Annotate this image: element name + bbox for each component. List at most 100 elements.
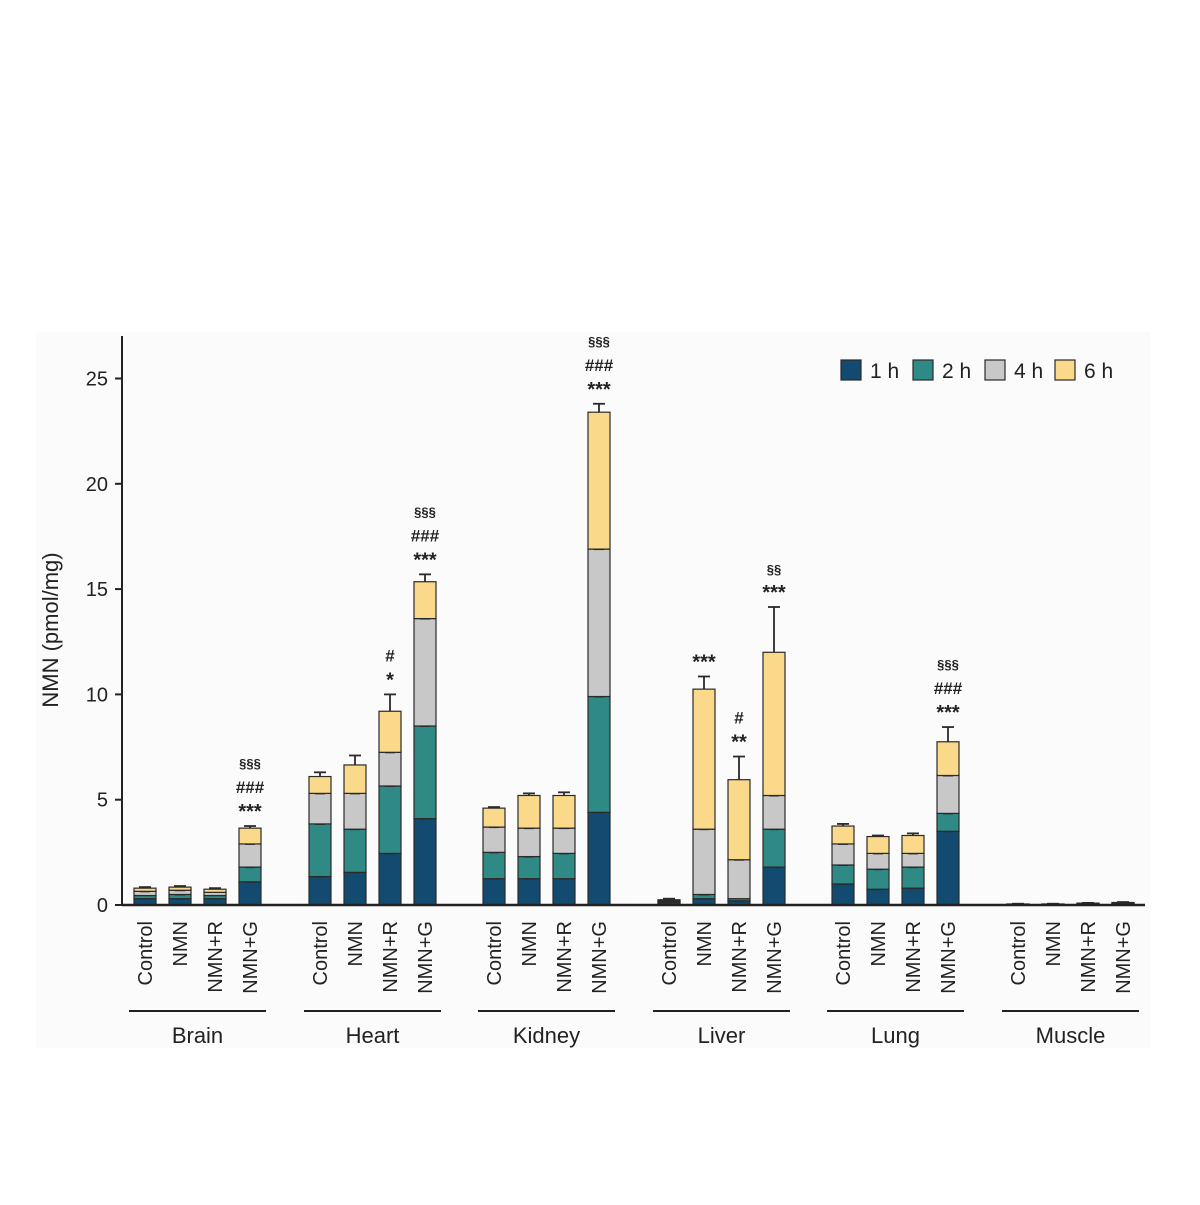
legend-swatch	[1054, 359, 1076, 381]
group-label: Brain	[172, 1023, 223, 1048]
bar-segment-4h	[587, 548, 611, 698]
bar-segment-6h	[517, 794, 541, 829]
legend-swatch	[912, 359, 934, 381]
bar-segment-6h	[762, 651, 786, 797]
bar-segment-4h	[343, 792, 367, 830]
x-tick-label: NMN+G	[938, 921, 960, 994]
x-tick-label: NMN+R	[554, 921, 576, 993]
bar-segment-6h	[936, 741, 960, 777]
x-tick-label: NMN	[519, 921, 541, 967]
x-tick-label: NMN+R	[729, 921, 751, 993]
bar-segment-6h	[866, 835, 890, 855]
bar-segment-6h	[343, 764, 367, 794]
bar-segment-1h	[552, 878, 576, 906]
bar-segment-1h	[482, 878, 506, 906]
bar-segment-4h	[238, 843, 262, 868]
bar-segment-1h	[762, 866, 786, 906]
bar-segment-2h	[901, 866, 925, 889]
significance-mark: ***	[692, 651, 716, 673]
group-label: Lung	[871, 1023, 920, 1048]
bar-segment-2h	[343, 828, 367, 873]
bar-segment-2h	[866, 868, 890, 890]
bar-segment-4h	[831, 843, 855, 866]
bar-segment-2h	[238, 866, 262, 883]
legend: 1 h 2 h 4 h 6 h	[840, 359, 1113, 383]
x-tick-label: Control	[484, 921, 506, 985]
bar-segment-4h	[692, 828, 716, 896]
bar-segment-2h	[413, 725, 437, 820]
bar-segment-6h	[692, 688, 716, 830]
x-tick-label: Control	[659, 921, 681, 985]
bar-segment-1h	[901, 887, 925, 906]
bar-segment-6h	[133, 887, 157, 892]
bar-segment-1h	[378, 852, 402, 906]
legend-label: 1 h	[870, 360, 899, 383]
y-tick-label: 5	[97, 790, 108, 812]
x-tick-label: NMN+R	[903, 921, 925, 993]
bar-segment-1h	[831, 883, 855, 906]
significance-mark: §§§	[937, 657, 959, 672]
x-tick-label: NMN+G	[415, 921, 437, 994]
x-tick-label: NMN+G	[764, 921, 786, 994]
bar-segment-6h	[168, 886, 192, 891]
significance-mark: ###	[585, 356, 614, 375]
y-axis: 0 5 10 15 20 25	[86, 336, 123, 917]
bar-segment-6h	[657, 899, 681, 902]
bar-segment-1h	[413, 818, 437, 906]
x-tick-label: NMN+R	[205, 921, 227, 993]
group-brain: §§§ ### ***	[133, 756, 265, 906]
bar-segment-6h	[901, 834, 925, 855]
significance-mark: ***	[762, 582, 786, 604]
group-liver: *** # ** §§ ***	[657, 562, 786, 906]
x-tick-label: Control	[310, 921, 332, 985]
bars-layer: §§§###***#*§§§###***§§§###******#**§§***…	[133, 334, 1135, 906]
bar-segment-4h	[762, 794, 786, 830]
significance-mark: ***	[413, 549, 437, 571]
significance-mark: #	[734, 709, 744, 728]
significance-mark: **	[731, 732, 747, 754]
group-heart: # * §§§ ### ***	[308, 504, 440, 906]
bar-segment-4h	[378, 751, 402, 787]
bar-segment-1h	[936, 830, 960, 906]
x-tick-label: NMN+G	[1113, 921, 1135, 994]
bar-segment-2h	[378, 785, 402, 855]
bar-segment-4h	[866, 852, 890, 870]
significance-mark: ###	[236, 778, 265, 797]
x-tick-label: NMN	[868, 921, 890, 967]
x-tick-label: Control	[135, 921, 157, 985]
significance-mark: ***	[238, 801, 262, 823]
legend-label: 2 h	[942, 360, 971, 383]
bar-segment-4h	[413, 617, 437, 727]
significance-mark: *	[386, 669, 394, 691]
x-tick-label: NMN+R	[380, 921, 402, 993]
x-tick-label: Control	[833, 921, 855, 985]
bar-segment-2h	[587, 695, 611, 813]
group-label: Liver	[698, 1023, 746, 1048]
y-axis-label: NMN (pmol/mg)	[38, 552, 63, 707]
legend-label: 6 h	[1084, 360, 1113, 383]
significance-mark: §§§	[414, 504, 436, 519]
group-lung: §§§ ### ***	[831, 657, 963, 906]
y-tick-label: 25	[86, 369, 108, 391]
bar-segment-6h	[727, 779, 751, 861]
x-tick-label: Control	[1008, 921, 1030, 985]
y-tick-label: 20	[86, 474, 108, 496]
significance-mark: §§§	[588, 334, 610, 349]
bar-segment-6h	[238, 827, 262, 845]
bar-segment-6h	[482, 807, 506, 828]
significance-mark: §§§	[239, 756, 261, 771]
significance-mark: #	[385, 646, 395, 665]
group-label: Muscle	[1036, 1023, 1106, 1048]
bar-segment-6h	[552, 794, 576, 829]
significance-mark: ###	[934, 679, 963, 698]
group-label: Kidney	[513, 1023, 580, 1048]
x-tick-label: NMN	[694, 921, 716, 967]
significance-mark: ***	[587, 379, 611, 401]
group-kidney: §§§ ### ***	[482, 334, 614, 906]
bar-segment-6h	[831, 825, 855, 845]
bar-segment-6h	[308, 775, 332, 794]
bar-segment-2h	[552, 852, 576, 880]
x-tick-label: NMN+G	[589, 921, 611, 994]
